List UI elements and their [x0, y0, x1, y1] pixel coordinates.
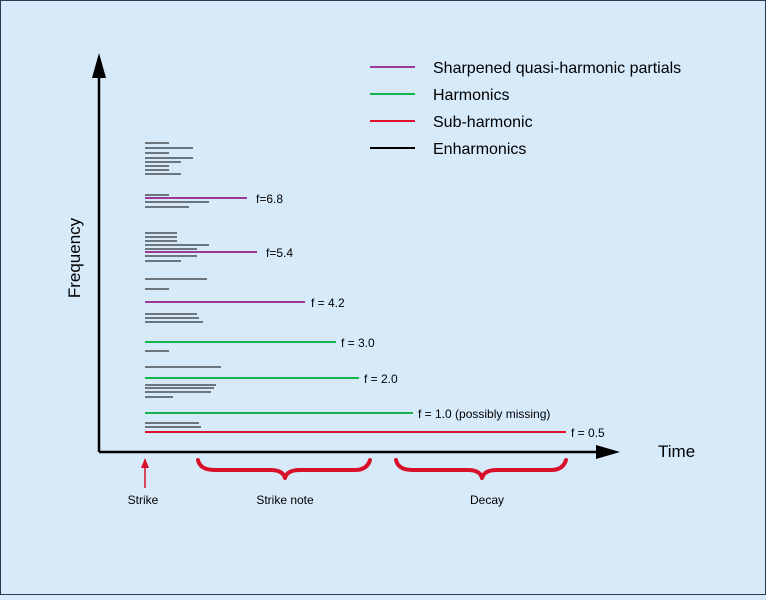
strike-note-brace-group: Strike note	[196, 458, 372, 507]
legend: Sharpened quasi-harmonic partials Harmon…	[370, 60, 681, 158]
partial-label-f5-4: f=5.4	[266, 246, 293, 260]
strike-arrowhead	[141, 458, 149, 468]
legend-label-enharmonics: Enharmonics	[433, 141, 526, 158]
strike-note-label: Strike note	[256, 493, 314, 507]
legend-label-subharmonic: Sub-harmonic	[433, 114, 533, 131]
strike-label: Strike	[128, 493, 159, 507]
partial-label-f0-5: f = 0.5	[571, 426, 605, 440]
legend-label-sharpened: Sharpened quasi-harmonic partials	[433, 60, 681, 77]
decay-brace-group: Decay	[394, 458, 568, 507]
axes: Frequency Time	[65, 53, 695, 461]
decay-label: Decay	[470, 493, 504, 507]
partial-label-f2-0: f = 2.0	[364, 372, 398, 386]
legend-label-harmonics: Harmonics	[433, 87, 509, 104]
partial-label-f6-8: f=6.8	[256, 192, 283, 206]
partial-label-f3-0: f = 3.0	[341, 336, 375, 350]
partial-lines: f=6.8 f=5.4 f = 4.2 f = 3.0 f = 2.0 f = …	[145, 192, 605, 440]
y-axis-label: Frequency	[65, 217, 84, 298]
x-axis-arrowhead	[596, 445, 620, 459]
decay-brace	[394, 458, 568, 480]
x-axis-label: Time	[658, 442, 695, 461]
enharmonic-lines	[145, 142, 221, 428]
partial-label-f1-0: f = 1.0 (possibly missing)	[418, 407, 550, 421]
partial-label-f4-2: f = 4.2	[311, 296, 345, 310]
y-axis-arrowhead	[92, 53, 106, 78]
strike-note-brace	[196, 458, 372, 480]
strike-marker: Strike	[128, 458, 159, 507]
